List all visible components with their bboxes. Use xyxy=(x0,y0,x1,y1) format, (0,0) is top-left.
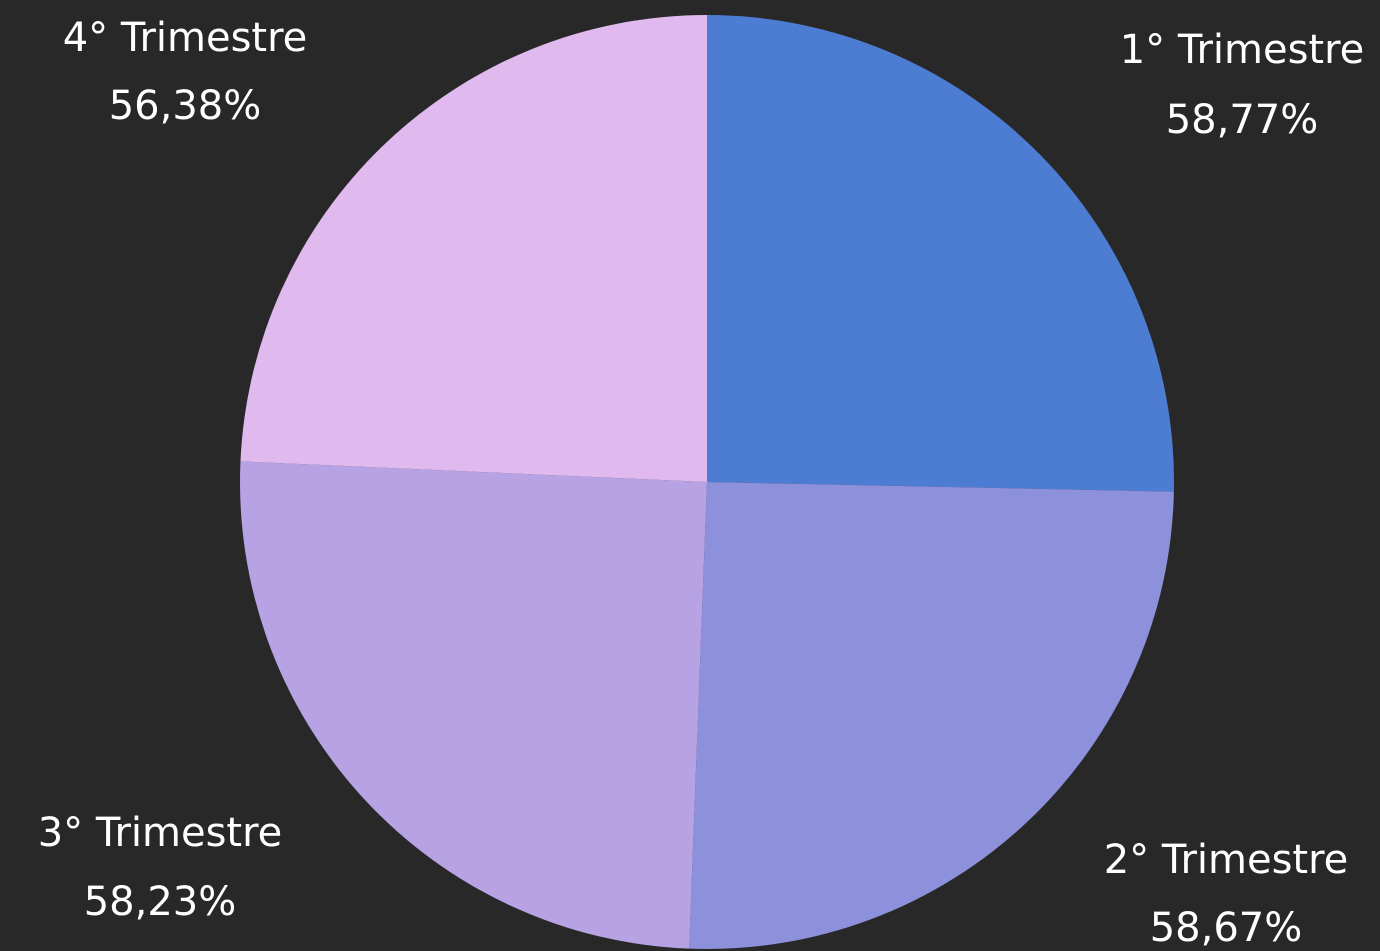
slice-label-1: 1° Trimestre xyxy=(1120,27,1365,73)
slice-value-4: 56,38% xyxy=(109,83,262,129)
slice-label-4: 4° Trimestre xyxy=(63,15,308,61)
slice-value-2: 58,67% xyxy=(1150,905,1303,951)
pie-slices xyxy=(240,15,1174,949)
slice-label-3: 3° Trimestre xyxy=(38,810,283,856)
pie-slice-1 xyxy=(707,15,1174,492)
slice-value-3: 58,23% xyxy=(84,879,237,925)
pie-slice-3 xyxy=(240,461,707,949)
pie-labels: 1° Trimestre 58,77% 2° Trimestre 58,67% 3° T… xyxy=(38,15,1365,951)
slice-value-1: 58,77% xyxy=(1166,97,1319,143)
pie-slice-2 xyxy=(689,482,1174,949)
slice-label-2: 2° Trimestre xyxy=(1104,837,1349,883)
pie-slice-4 xyxy=(240,15,707,482)
